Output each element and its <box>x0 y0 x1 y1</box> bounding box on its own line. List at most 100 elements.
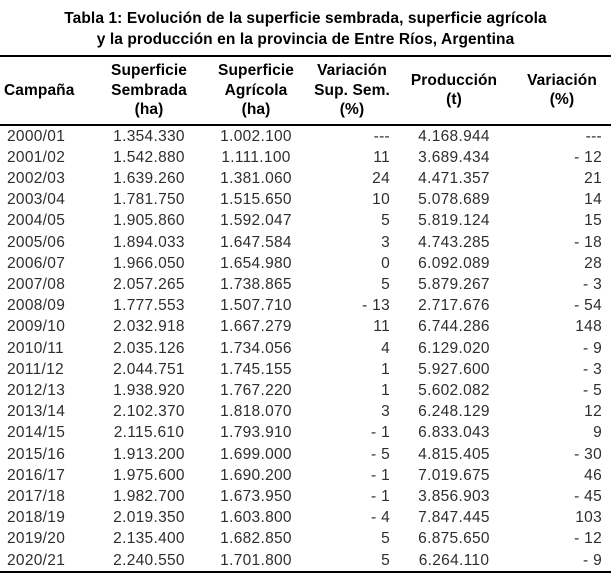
cell-sup-sembrada: 1.781.750 <box>113 191 185 209</box>
cell-variacion-prod: --- <box>585 127 602 145</box>
table-row: 2007/08 2.057.265 1.738.865 5 5.879.267 - 3 <box>0 274 611 295</box>
cell-variacion-prod: 14 <box>584 191 602 209</box>
column-header-variacion-sup-sem: Variación Sup. Sem. (%) <box>309 56 395 125</box>
cell-sup-agricola: 1.690.200 <box>220 466 292 484</box>
cell-sup-sembrada: 1.894.033 <box>113 233 185 251</box>
cell-variacion-prod: - 5 <box>583 381 602 399</box>
cell-sup-agricola: 1.734.056 <box>220 339 292 357</box>
column-header-line: (%) <box>339 101 365 118</box>
cell-produccion: 5.879.267 <box>418 275 490 293</box>
cell-variacion-prod: - 9 <box>583 339 602 357</box>
cell-produccion: 6.875.650 <box>418 530 490 548</box>
cell-campana: 2008/09 <box>7 297 66 315</box>
cell-variacion-sup-sem: - 4 <box>371 509 390 527</box>
cell-produccion: 5.819.124 <box>418 212 490 230</box>
cell-campana: 2017/18 <box>7 487 66 505</box>
cell-campana: 2000/01 <box>7 127 66 145</box>
cell-sup-agricola: 1.745.155 <box>220 360 292 378</box>
cell-sup-agricola: 1.592.047 <box>220 212 292 230</box>
column-header-line: Sembrada <box>111 81 187 99</box>
column-header-produccion: Producción (t) <box>395 56 513 125</box>
column-header-line: Agrícola <box>224 81 288 99</box>
cell-variacion-prod: 28 <box>584 254 602 272</box>
cell-variacion-sup-sem: 10 <box>372 191 390 209</box>
column-header-line: Variación <box>317 62 387 79</box>
cell-campana: 2007/08 <box>7 275 66 293</box>
cell-variacion-sup-sem: 5 <box>381 275 390 293</box>
table-row: 2002/03 1.639.260 1.381.060 24 4.471.357 21 <box>0 168 611 189</box>
cell-sup-sembrada: 2.240.550 <box>113 551 185 569</box>
cell-variacion-sup-sem: 5 <box>381 212 390 230</box>
table-title-line-1: Tabla 1: Evolución de la superficie semb… <box>64 10 547 27</box>
cell-variacion-prod: 148 <box>575 318 602 336</box>
cell-variacion-sup-sem: - 1 <box>371 466 390 484</box>
table-body: 2000/01 1.354.330 1.002.100 --- 4.168.944 ---… <box>0 125 611 572</box>
cell-sup-agricola: 1.002.100 <box>220 127 292 145</box>
cell-sup-sembrada: 1.966.050 <box>113 254 185 272</box>
cell-produccion: 7.019.675 <box>418 466 490 484</box>
cell-sup-agricola: 1.381.060 <box>220 169 292 187</box>
cell-sup-sembrada: 2.102.370 <box>113 403 185 421</box>
table-row: 2015/16 1.913.200 1.699.000 - 5 4.815.405 - 3… <box>0 444 611 465</box>
column-header-line: Campaña <box>4 81 75 99</box>
table-row: 2001/02 1.542.880 1.111.100 11 3.689.434 - 12 <box>0 147 611 168</box>
cell-variacion-sup-sem: 1 <box>381 381 390 399</box>
table-title: Tabla 1: Evolución de la superficie semb… <box>0 0 611 50</box>
cell-variacion-prod: 15 <box>584 212 602 230</box>
cell-sup-sembrada: 2.019.350 <box>113 509 185 527</box>
cell-campana: 2002/03 <box>7 169 66 187</box>
cell-variacion-prod: - 9 <box>583 551 602 569</box>
table-row: 2005/06 1.894.033 1.647.584 3 4.743.285 - 18 <box>0 232 611 253</box>
cell-produccion: 2.717.676 <box>418 297 490 315</box>
cell-sup-agricola: 1.673.950 <box>220 487 292 505</box>
cell-produccion: 3.856.903 <box>418 487 490 505</box>
cell-sup-agricola: 1.699.000 <box>220 445 292 463</box>
table-row: 2019/20 2.135.400 1.682.850 5 6.875.650 - 12 <box>0 528 611 549</box>
table-title-line-2: y la producción en la provincia de Entre… <box>96 31 515 48</box>
column-header-line: Sup. Sem. <box>314 81 390 99</box>
cell-campana: 2014/15 <box>7 424 66 442</box>
cell-variacion-sup-sem: 4 <box>381 339 390 357</box>
cell-variacion-sup-sem: - 1 <box>371 424 390 442</box>
table-row: 2008/09 1.777.553 1.507.710 - 13 2.717.676 - … <box>0 295 611 316</box>
cell-sup-sembrada: 1.777.553 <box>113 297 185 315</box>
cell-produccion: 6.744.286 <box>418 318 490 336</box>
cell-sup-agricola: 1.767.220 <box>220 381 292 399</box>
cell-variacion-prod: 9 <box>593 424 602 442</box>
cell-campana: 2020/21 <box>7 551 66 569</box>
table-row: 2017/18 1.982.700 1.673.950 - 1 3.856.903 - 4… <box>0 486 611 507</box>
column-header-line: (ha) <box>241 101 271 118</box>
cell-variacion-prod: - 54 <box>574 297 602 315</box>
table-row: 2013/14 2.102.370 1.818.070 3 6.248.129 12 <box>0 401 611 422</box>
cell-sup-agricola: 1.682.850 <box>220 530 292 548</box>
cell-variacion-sup-sem: 5 <box>381 551 390 569</box>
cell-variacion-prod: - 3 <box>583 275 602 293</box>
cell-variacion-prod: - 18 <box>574 233 602 251</box>
cell-sup-sembrada: 2.035.126 <box>113 339 185 357</box>
cell-campana: 2018/19 <box>7 509 66 527</box>
cell-campana: 2019/20 <box>7 530 66 548</box>
cell-sup-agricola: 1.667.279 <box>220 318 292 336</box>
cell-variacion-sup-sem: - 5 <box>371 445 390 463</box>
cell-variacion-prod: 12 <box>584 403 602 421</box>
cell-variacion-prod: 46 <box>584 466 602 484</box>
column-header-line: Variación <box>527 71 597 89</box>
cell-variacion-sup-sem: --- <box>373 127 390 145</box>
table-row: 2014/15 2.115.610 1.793.910 - 1 6.833.043 9 <box>0 422 611 443</box>
table-row: 2004/05 1.905.860 1.592.047 5 5.819.124 15 <box>0 210 611 231</box>
cell-sup-agricola: 1.654.980 <box>220 254 292 272</box>
cell-produccion: 4.743.285 <box>418 233 490 251</box>
cell-variacion-sup-sem: - 1 <box>371 487 390 505</box>
cell-variacion-prod: - 12 <box>574 530 602 548</box>
cell-sup-sembrada: 2.057.265 <box>113 275 185 293</box>
cell-produccion: 5.078.689 <box>418 191 490 209</box>
cell-variacion-sup-sem: 24 <box>372 169 390 187</box>
cell-variacion-prod: 103 <box>575 509 602 527</box>
cell-produccion: 4.815.405 <box>418 445 490 463</box>
cell-sup-sembrada: 1.913.200 <box>113 445 185 463</box>
cell-variacion-sup-sem: 3 <box>381 233 390 251</box>
column-header-sup-sembrada: Superficie Sembrada (ha) <box>95 56 203 125</box>
cell-sup-sembrada: 1.975.600 <box>113 466 185 484</box>
cell-sup-agricola: 1.507.710 <box>220 297 292 315</box>
cell-campana: 2006/07 <box>7 254 66 272</box>
